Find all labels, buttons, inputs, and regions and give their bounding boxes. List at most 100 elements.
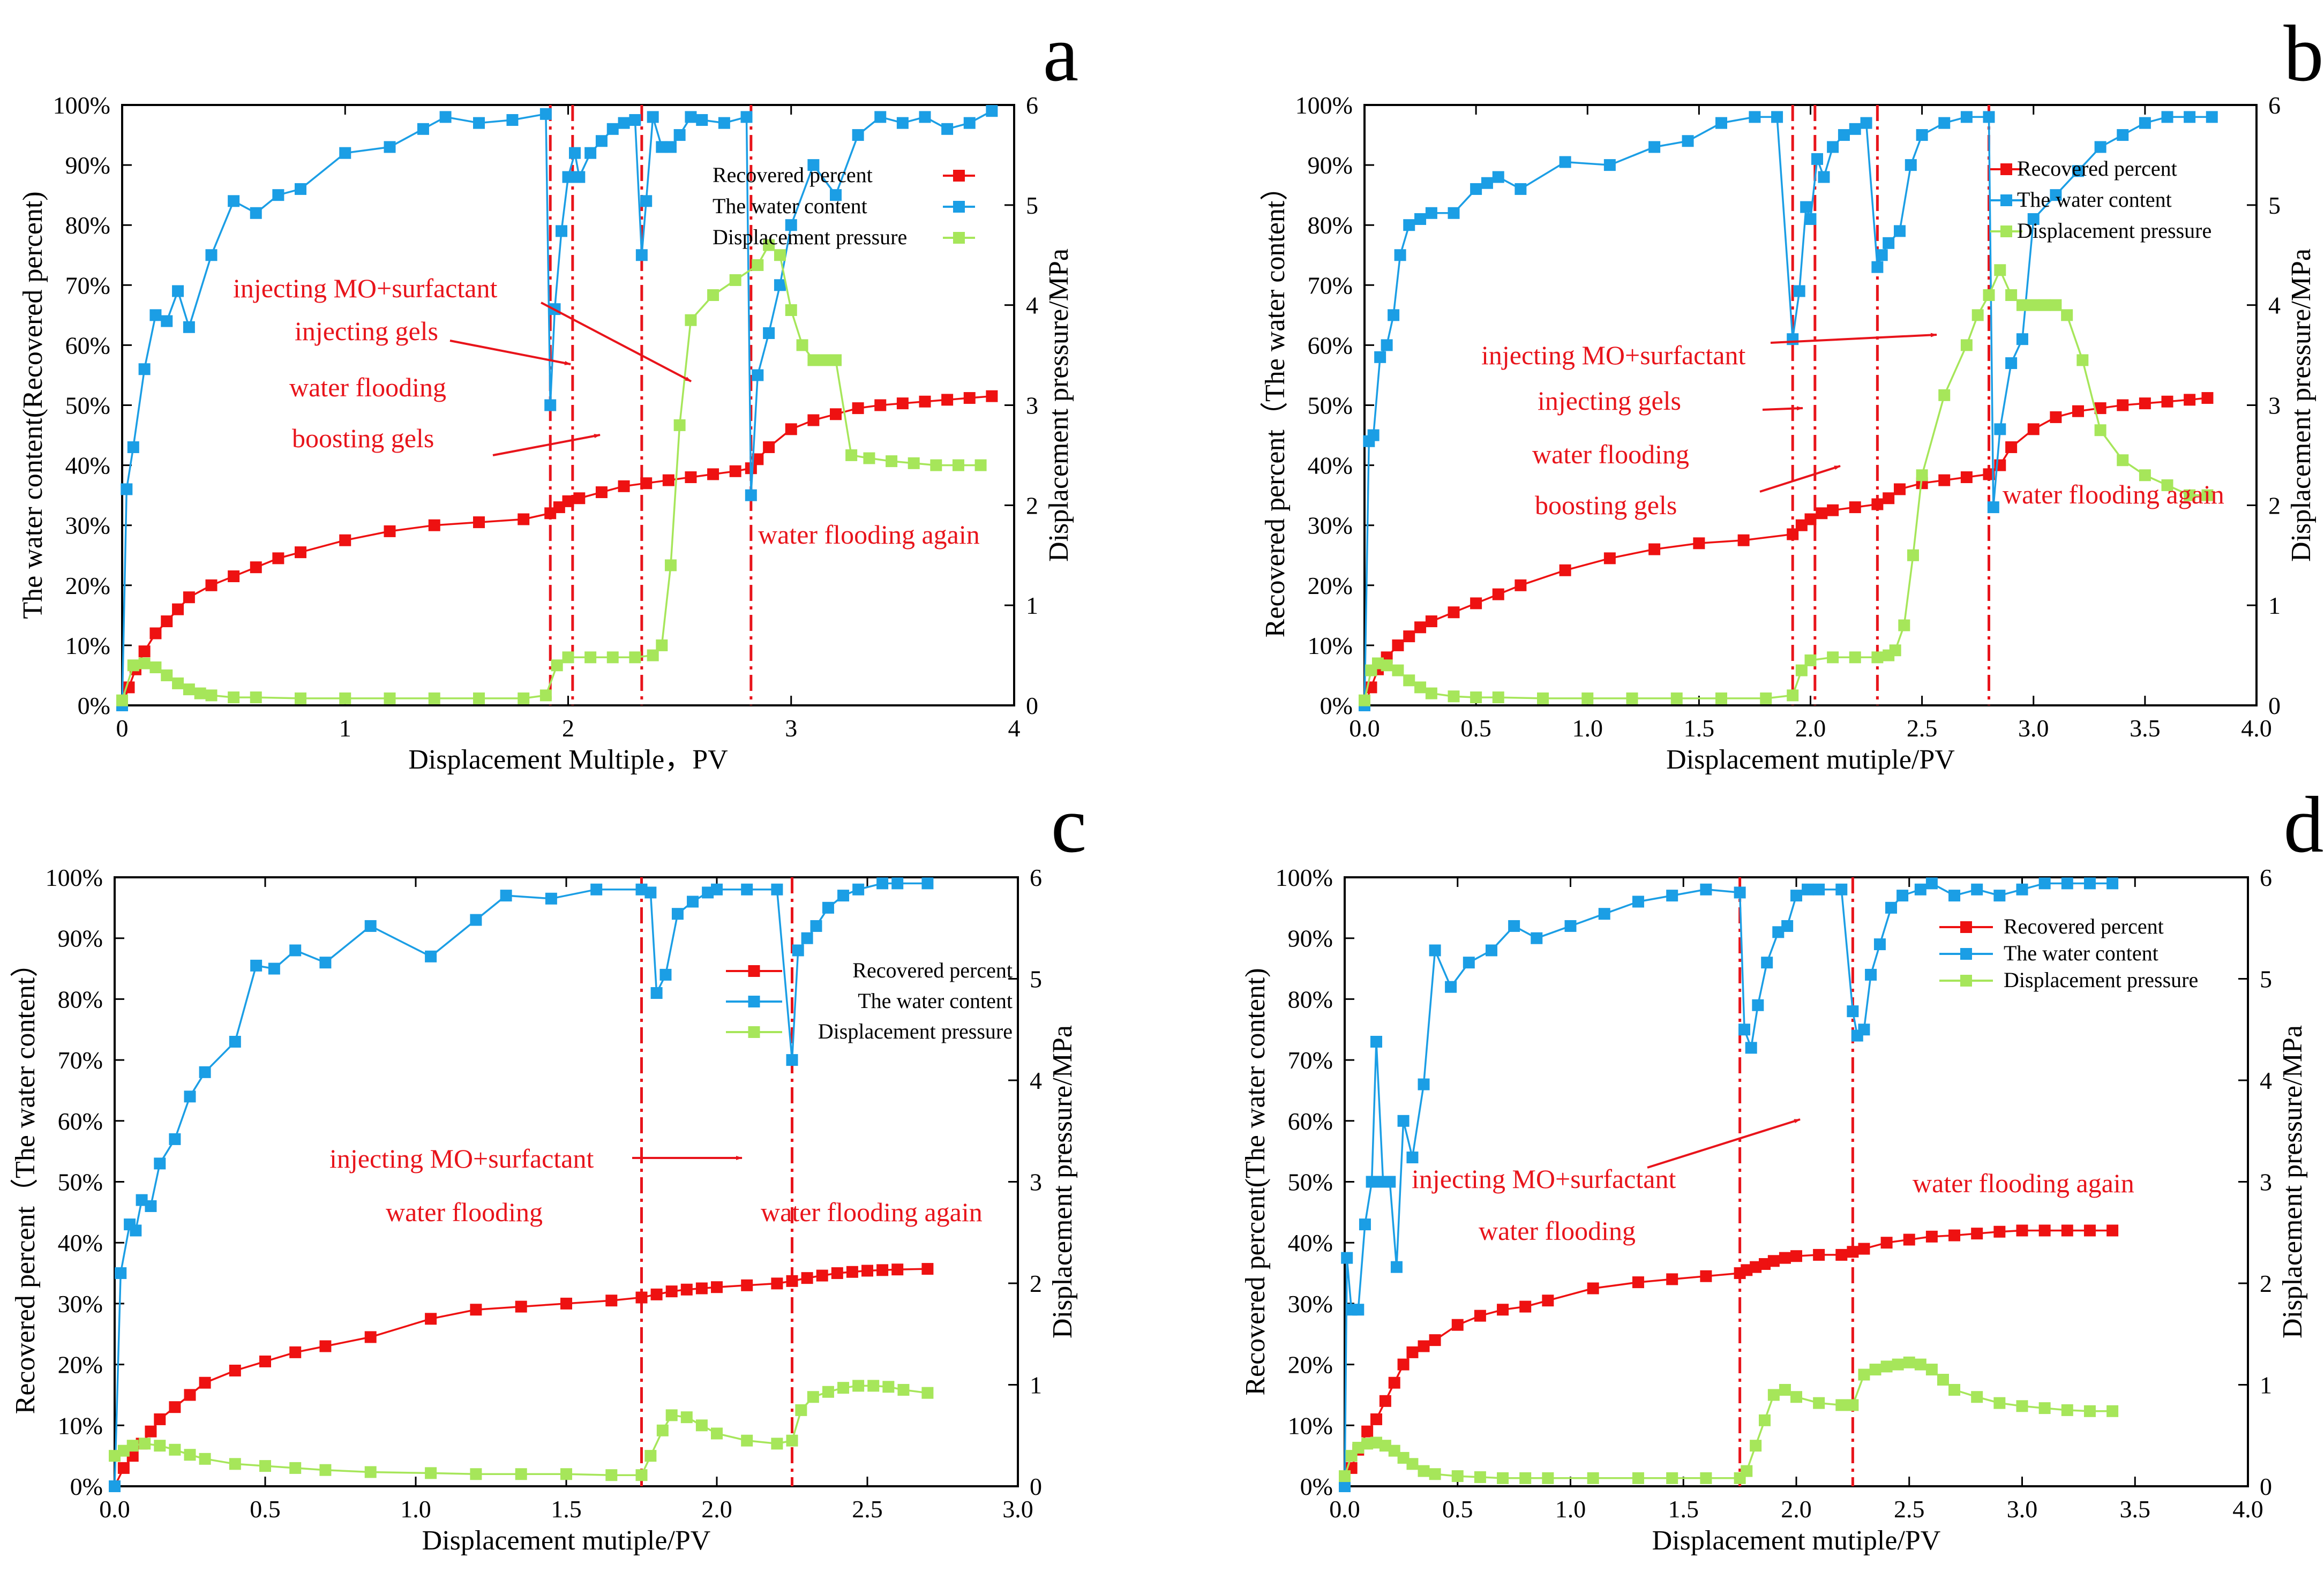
y-right-axis-label: Displacement pressure/MPa bbox=[2277, 1025, 2308, 1338]
y-right-tick-label: 1 bbox=[1030, 1372, 1042, 1399]
data-point bbox=[1865, 968, 1877, 981]
data-point bbox=[183, 683, 195, 696]
panel-letter: c bbox=[1051, 780, 1087, 869]
data-point bbox=[2005, 289, 2018, 301]
data-point bbox=[1666, 890, 1678, 902]
data-point bbox=[1414, 681, 1427, 694]
data-point bbox=[1682, 135, 1694, 147]
data-point bbox=[1761, 957, 1773, 969]
x-tick-label: 1.5 bbox=[551, 1495, 582, 1523]
data-point bbox=[656, 141, 668, 153]
data-point bbox=[1771, 111, 1783, 123]
data-point bbox=[1381, 339, 1393, 351]
data-point bbox=[822, 1386, 834, 1398]
data-point bbox=[1871, 651, 1884, 664]
data-point bbox=[846, 1266, 858, 1278]
y-left-tick-label: 60% bbox=[65, 332, 110, 359]
data-point bbox=[425, 950, 437, 962]
data-point bbox=[1749, 111, 1761, 123]
y-left-tick-label: 0% bbox=[1300, 1473, 1333, 1500]
data-point bbox=[1418, 1340, 1430, 1352]
data-point bbox=[1366, 1176, 1378, 1188]
y-left-tick-label: 20% bbox=[58, 1351, 103, 1379]
legend-marker bbox=[953, 170, 965, 182]
data-point bbox=[1800, 201, 1812, 213]
data-point bbox=[1898, 619, 1910, 631]
y-right-tick-label: 3 bbox=[1030, 1169, 1042, 1196]
y-left-tick-label: 10% bbox=[1308, 632, 1353, 659]
data-point bbox=[126, 1450, 139, 1462]
data-point bbox=[629, 651, 641, 664]
data-point bbox=[205, 579, 218, 591]
data-point bbox=[876, 1264, 889, 1276]
y-left-tick-label: 10% bbox=[58, 1412, 103, 1439]
data-point bbox=[635, 1469, 648, 1481]
data-point bbox=[2106, 877, 2119, 890]
data-point bbox=[763, 441, 775, 453]
series-displacement-pressure bbox=[1359, 264, 2214, 706]
data-point bbox=[1700, 1270, 1712, 1282]
data-point bbox=[1406, 1458, 1419, 1470]
data-point bbox=[741, 1279, 753, 1291]
data-point bbox=[786, 1054, 798, 1066]
data-point bbox=[2083, 1224, 2096, 1237]
data-point bbox=[774, 249, 786, 261]
y-right-axis-label: Displacement pressure/MPa bbox=[2286, 249, 2316, 562]
data-point bbox=[2094, 424, 2106, 437]
data-point bbox=[1352, 1441, 1365, 1454]
series-line bbox=[114, 882, 928, 1487]
series-displacement-pressure bbox=[109, 1380, 934, 1481]
data-point bbox=[384, 692, 396, 704]
data-point bbox=[656, 639, 668, 651]
y-left-tick-label: 70% bbox=[1308, 272, 1353, 299]
annotation-text: injecting MO+surfactant bbox=[1481, 340, 1745, 370]
legend-marker bbox=[953, 232, 965, 244]
data-point bbox=[1414, 621, 1427, 634]
data-point bbox=[229, 1364, 241, 1376]
legend-label: Recovered percent bbox=[713, 163, 873, 187]
y-right-tick-label: 2 bbox=[1026, 492, 1038, 519]
data-point bbox=[1384, 1176, 1396, 1188]
data-point bbox=[897, 1383, 910, 1396]
data-point bbox=[2161, 395, 2173, 408]
legend-marker bbox=[748, 965, 760, 977]
data-point bbox=[1971, 883, 1983, 896]
data-point bbox=[1790, 1391, 1802, 1403]
data-point bbox=[161, 315, 173, 327]
data-point bbox=[974, 459, 987, 471]
data-point bbox=[963, 117, 976, 129]
data-point bbox=[1752, 999, 1764, 1011]
annotation-arrow bbox=[1759, 465, 1841, 493]
x-tick-label: 0.5 bbox=[1442, 1495, 1473, 1523]
data-point bbox=[618, 480, 630, 492]
panel-d: 0.0 0.5 1.0 1.5 2.0 2.5 3.0 3.5 4.00%10%20%30%40… bbox=[1240, 780, 2324, 1556]
data-point bbox=[1858, 1368, 1870, 1381]
data-point bbox=[1889, 644, 1901, 657]
data-point bbox=[1515, 183, 1527, 195]
legend-label: Recovered percent bbox=[852, 958, 1013, 982]
data-point bbox=[1451, 1470, 1464, 1483]
data-point bbox=[740, 111, 753, 123]
data-point bbox=[518, 692, 530, 704]
data-point bbox=[470, 914, 482, 926]
data-point bbox=[1816, 507, 1828, 520]
data-point bbox=[551, 659, 563, 672]
data-point bbox=[807, 159, 820, 171]
data-point bbox=[867, 1380, 880, 1392]
data-point bbox=[1787, 689, 1799, 702]
x-tick-label: 1.5 bbox=[1668, 1495, 1699, 1523]
data-point bbox=[861, 1265, 873, 1277]
y-right-axis-label: Displacement pressure/MPa bbox=[1044, 249, 1074, 562]
x-tick-label: 2.0 bbox=[1795, 714, 1826, 742]
data-point bbox=[259, 1355, 271, 1367]
data-point bbox=[1425, 615, 1437, 628]
y-left-tick-label: 40% bbox=[1288, 1229, 1333, 1257]
data-point bbox=[145, 1200, 157, 1212]
data-point bbox=[425, 1467, 437, 1479]
data-point bbox=[921, 1263, 934, 1275]
data-point bbox=[963, 392, 976, 404]
annotation-text: injecting gels bbox=[295, 316, 438, 346]
data-point bbox=[2117, 454, 2129, 467]
x-tick-label: 2.5 bbox=[1894, 1495, 1925, 1523]
x-tick-label: 1.5 bbox=[1684, 714, 1715, 742]
